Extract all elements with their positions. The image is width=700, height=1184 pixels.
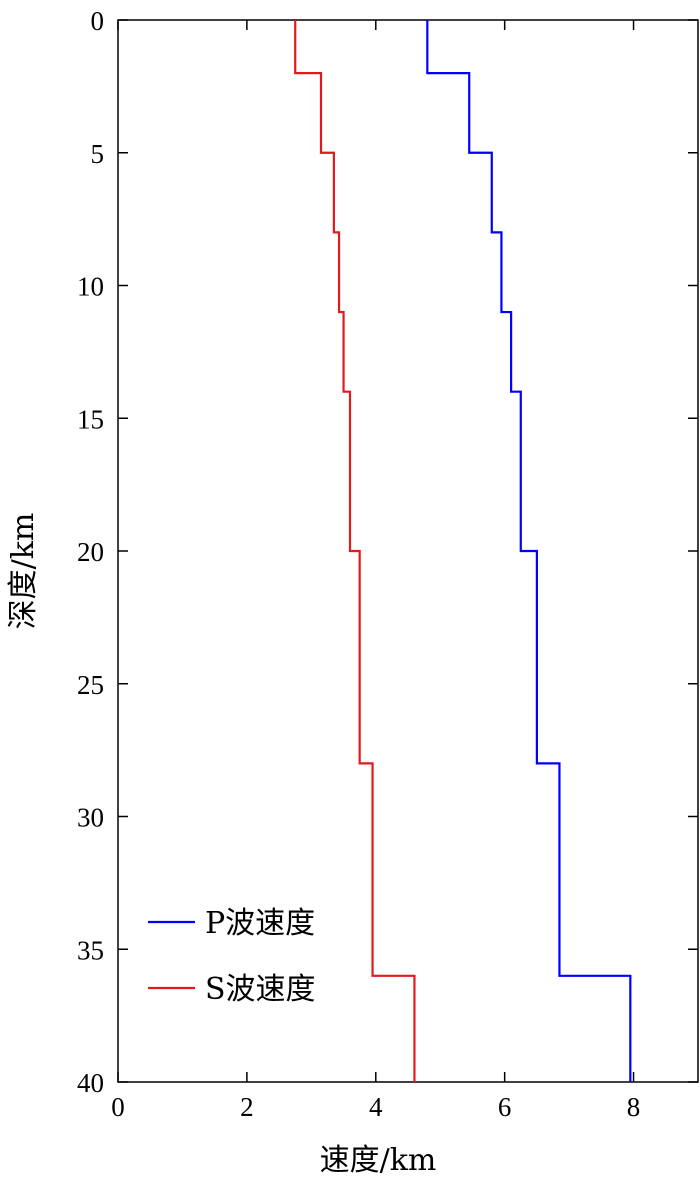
series-layer xyxy=(294,20,632,1082)
x-tick-label: 6 xyxy=(498,1092,512,1122)
legend-label: P波速度 xyxy=(205,906,315,941)
x-tick-label: 0 xyxy=(111,1092,125,1122)
y-tick-label: 20 xyxy=(77,537,104,567)
y-tick-label: 30 xyxy=(77,803,104,833)
x-tick-label: 2 xyxy=(240,1092,254,1122)
y-tick-label: 40 xyxy=(77,1068,104,1098)
legend: P波速度 S波速度 xyxy=(148,906,316,1007)
y-tick-label: 0 xyxy=(91,6,105,36)
y-tick-label: 15 xyxy=(77,404,104,434)
axes-layer: 0 2 4 6 8 0 5 10 15 20 25 30 35 40 xyxy=(77,6,699,1122)
x-tick-label: 4 xyxy=(369,1092,383,1122)
series-line-p-wave xyxy=(426,20,632,1082)
y-tick-label: 25 xyxy=(77,670,104,700)
x-axis-label: 速度/km xyxy=(320,1143,437,1178)
y-tick-label: 10 xyxy=(77,272,104,302)
legend-label: S波速度 xyxy=(205,972,316,1007)
series-line-s-wave xyxy=(294,20,416,1082)
y-axis-label: 深度/km xyxy=(6,513,41,630)
y-tick-label: 35 xyxy=(77,935,104,965)
x-tick-label: 8 xyxy=(627,1092,641,1122)
y-tick-label: 5 xyxy=(91,139,105,169)
